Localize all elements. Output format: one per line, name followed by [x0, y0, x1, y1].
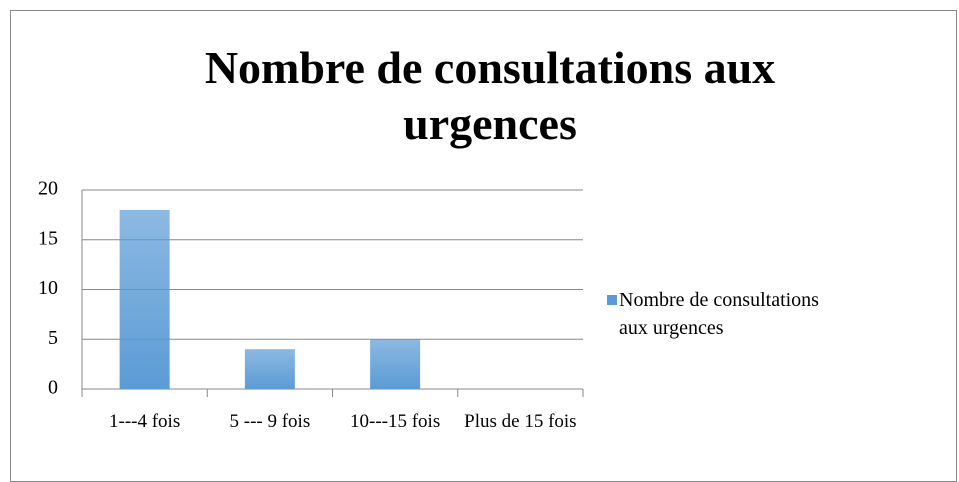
- x-tick-label: 10---15 fois: [350, 411, 441, 432]
- legend-swatch: [607, 295, 617, 305]
- chart-title: Nombre de consultations aux urgences: [204, 42, 776, 149]
- bar: [370, 339, 421, 389]
- x-tick-label: 5 --- 9 fois: [229, 411, 311, 432]
- y-tick-label: 5: [48, 327, 58, 349]
- x-tick-label: Plus de 15 fois: [464, 411, 577, 432]
- bar: [244, 349, 295, 389]
- y-tick-label: 15: [38, 227, 58, 249]
- y-tick-label: 0: [48, 377, 58, 399]
- y-tick-label: 20: [38, 178, 58, 200]
- y-tick-label: 10: [38, 277, 58, 299]
- bar: [119, 209, 170, 389]
- x-tick-label: 1---4 fois: [109, 411, 181, 432]
- legend-label: Nombre de consultations aux urgences: [619, 289, 819, 339]
